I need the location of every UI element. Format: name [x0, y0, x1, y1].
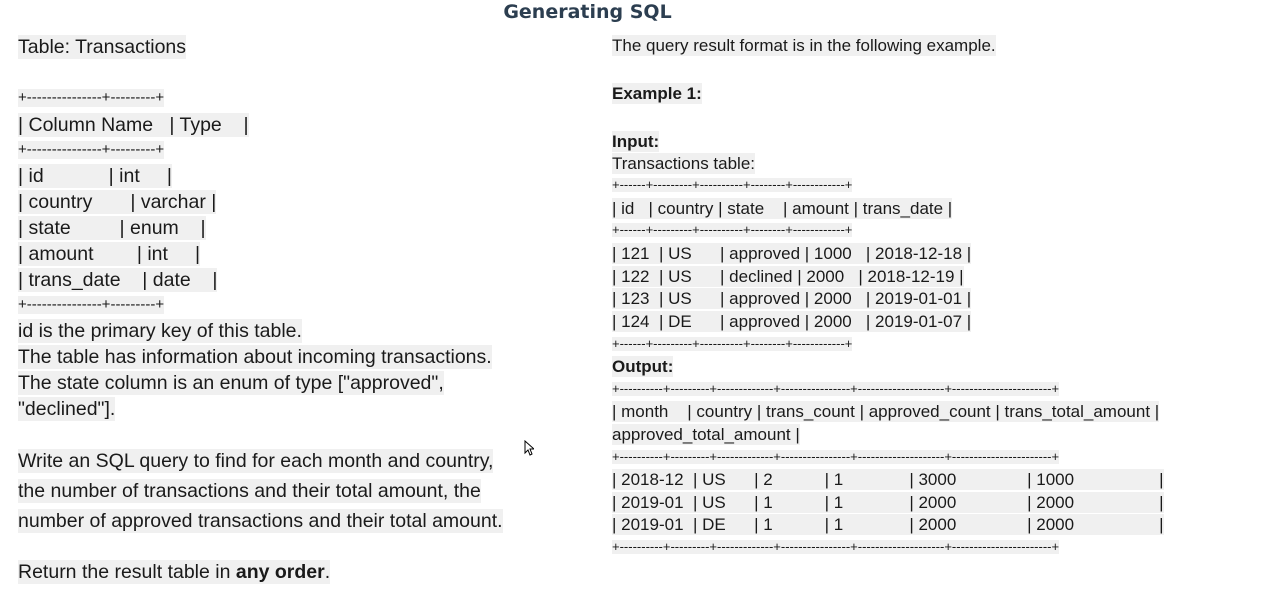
schema-header: | Column Name | Type | — [18, 113, 249, 137]
output-row: | 2019-01 | US | 1 | 1 | 2000 | 2000 | — [612, 492, 1164, 513]
schema-row: | state | enum | — [18, 216, 206, 240]
note-line: id is the primary key of this table. — [18, 319, 302, 343]
example-label: Example 1: — [612, 83, 702, 104]
input-row: | 121 | US | approved | 1000 | 2018-12-1… — [612, 243, 972, 264]
output-label: Output: — [612, 356, 674, 377]
note-line: "declined"]. — [18, 397, 116, 421]
input-row: | 123 | US | approved | 2000 | 2019-01-0… — [612, 288, 972, 309]
format-text: The query result format is in the follow… — [612, 35, 996, 56]
output-row: | 2019-01 | DE | 1 | 1 | 2000 | 2000 | — [612, 514, 1164, 535]
input-rule: +------+---------+----------+--------+--… — [612, 336, 853, 351]
return-prefix: Return the result table in — [18, 561, 236, 583]
return-line: Return the result table in any order. — [18, 560, 331, 584]
schema-rule: +---------------+---------+ — [18, 141, 165, 159]
input-table-label: Transactions table: — [612, 153, 755, 174]
output-header: | month | country | trans_count | approv… — [612, 401, 1160, 422]
output-rule: +----------+---------+-------------+----… — [612, 449, 1060, 464]
output-row: | 2018-12 | US | 2 | 1 | 3000 | 1000 | — [612, 469, 1164, 490]
return-suffix: . — [324, 561, 331, 583]
input-row: | 122 | US | declined | 2000 | 2018-12-1… — [612, 266, 964, 287]
question-line: number of approved transactions and thei… — [18, 509, 503, 533]
input-header: | id | country | state | amount | trans_… — [612, 198, 953, 219]
input-rule: +------+---------+----------+--------+--… — [612, 177, 853, 192]
arrow-cursor-icon — [524, 440, 534, 456]
schema-rule: +---------------+---------+ — [18, 89, 165, 107]
schema-row: | amount | int | — [18, 242, 201, 266]
note-line: The state column is an enum of type ["ap… — [18, 371, 444, 395]
return-bold: any order — [235, 561, 325, 583]
schema-row: | id | int | — [18, 164, 172, 188]
input-label: Input: — [612, 131, 660, 152]
input-rule: +------+---------+----------+--------+--… — [612, 222, 853, 237]
table-title: Table: Transactions — [18, 35, 187, 59]
schema-row: | country | varchar | — [18, 190, 217, 214]
note-line: The table has information about incoming… — [18, 345, 492, 369]
schema-row: | trans_date | date | — [18, 268, 218, 292]
output-header: approved_total_amount | — [612, 424, 800, 445]
output-rule: +----------+---------+-------------+----… — [612, 381, 1060, 396]
question-line: Write an SQL query to find for each mont… — [18, 449, 494, 473]
schema-rule: +---------------+---------+ — [18, 296, 165, 314]
input-row: | 124 | DE | approved | 2000 | 2019-01-0… — [612, 311, 972, 332]
question-line: the number of transactions and their tot… — [18, 479, 481, 503]
top-bar: Generating SQL — [0, 0, 1275, 30]
output-rule: +----------+---------+-------------+----… — [612, 539, 1060, 554]
page-title: Generating SQL — [503, 1, 672, 23]
